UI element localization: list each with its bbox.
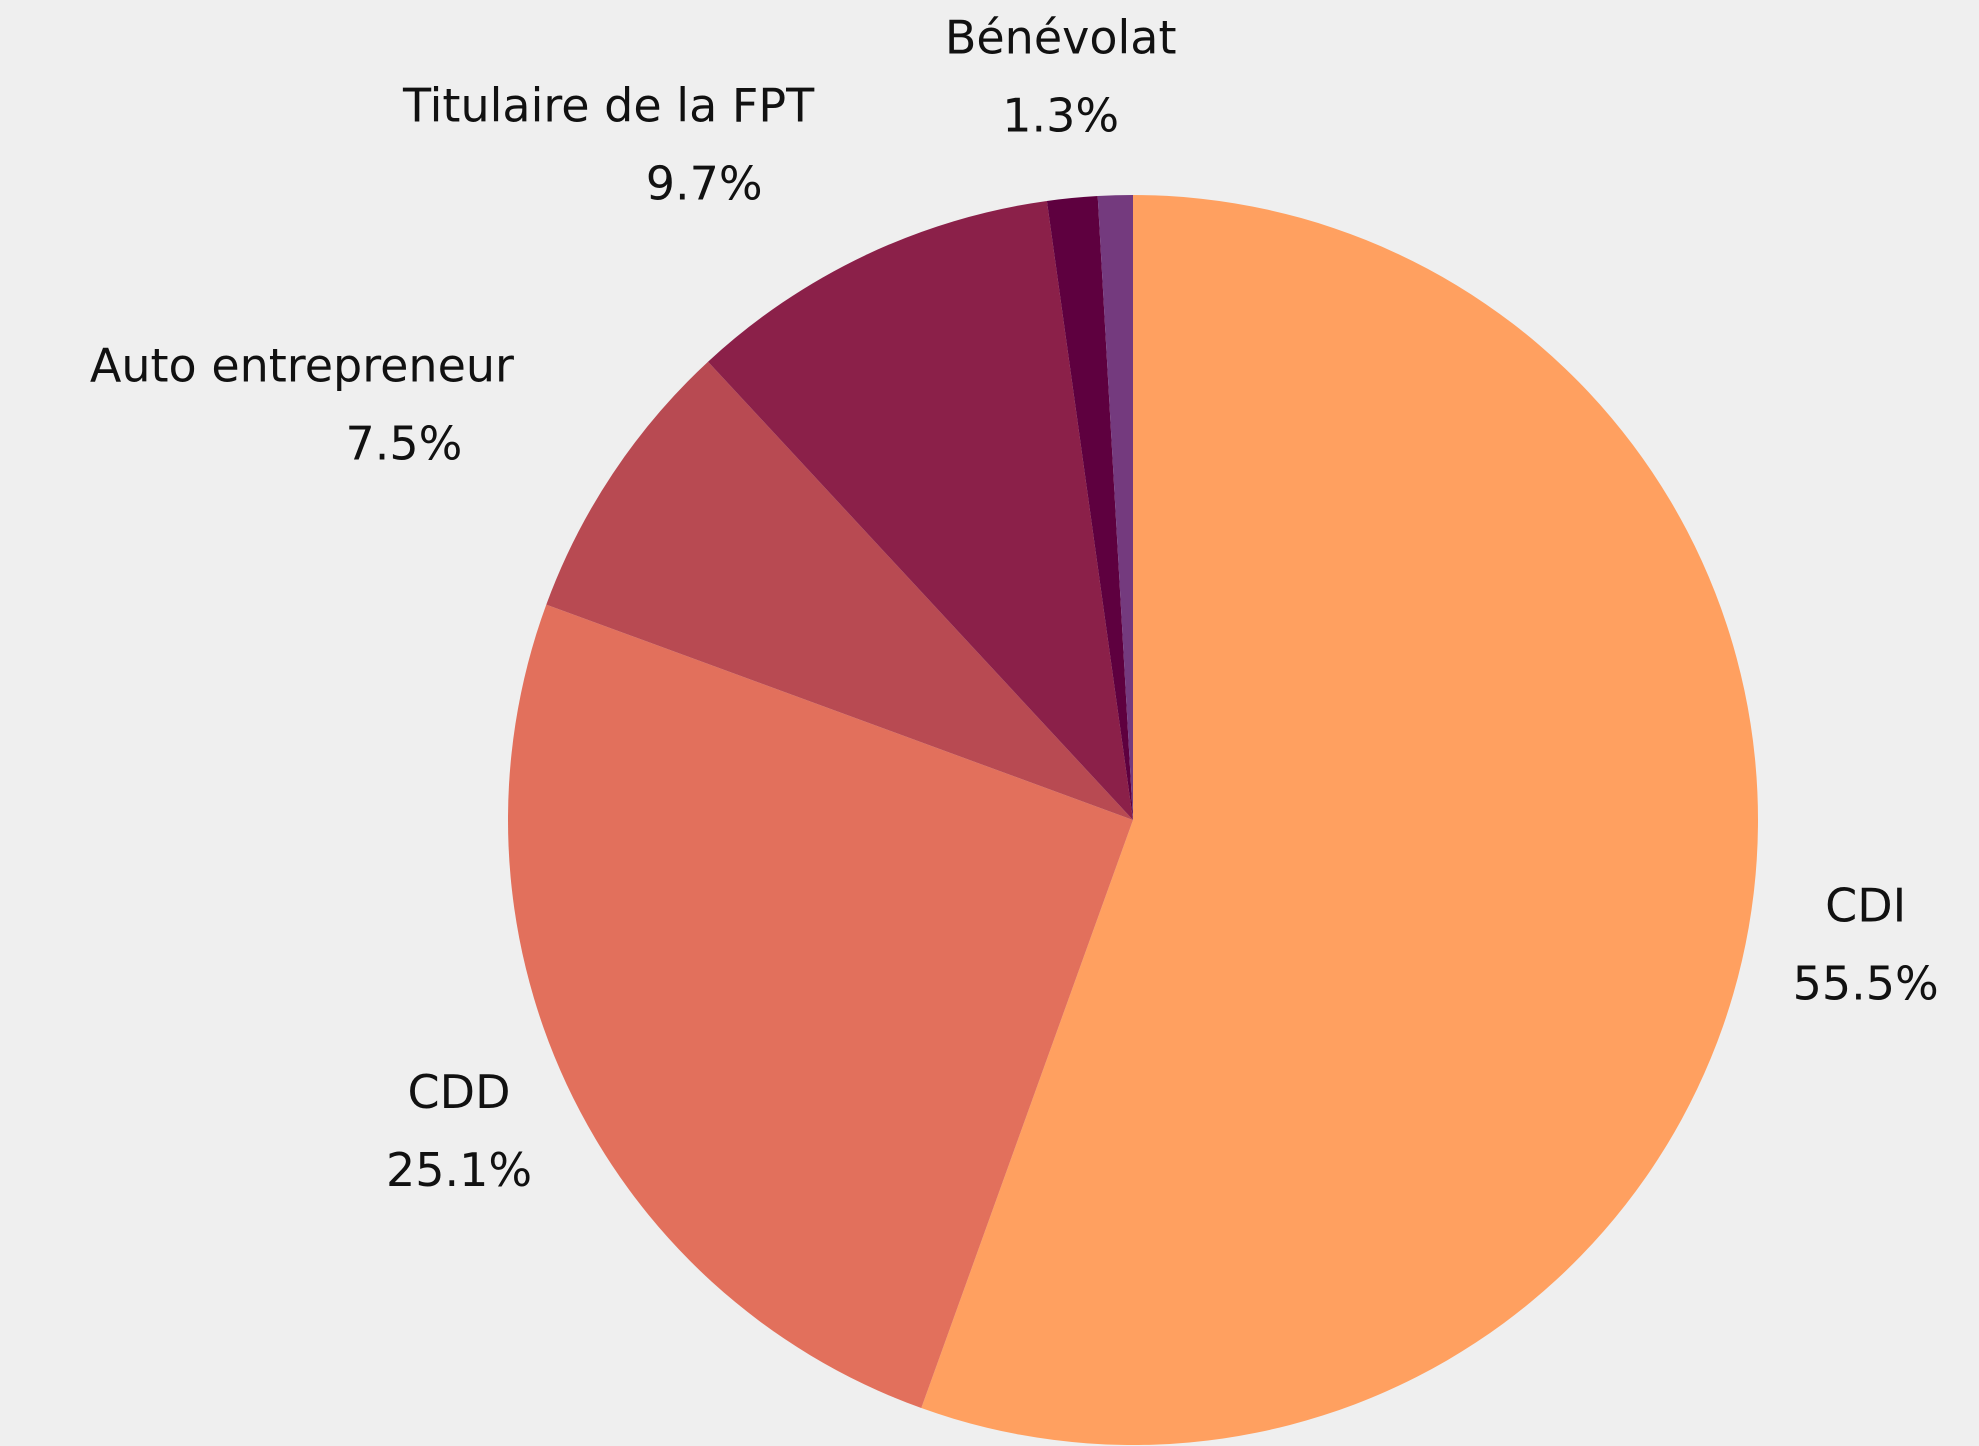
slice-label: Auto entrepreneur [90, 338, 514, 392]
slice-label: Titulaire de la FPT [402, 79, 815, 133]
pie-slice [921, 195, 1759, 1446]
slice-value-label: 1.3% [1002, 88, 1119, 142]
slice-value-label: 55.5% [1793, 956, 1939, 1010]
slice-value-label: 25.1% [386, 1143, 532, 1197]
pie-slice [1046, 195, 1133, 821]
slice-label: CDI [1825, 878, 1906, 932]
pie-slice [507, 604, 1133, 1409]
slice-value-label: 9.7% [646, 157, 763, 211]
slice-label: CDD [408, 1065, 511, 1119]
pie-slice [546, 361, 1133, 820]
pie-slice [1097, 195, 1133, 820]
pie-slice [708, 200, 1133, 820]
slice-label: Bénévolat [945, 10, 1177, 64]
slice-value-label: 7.5% [346, 416, 463, 470]
